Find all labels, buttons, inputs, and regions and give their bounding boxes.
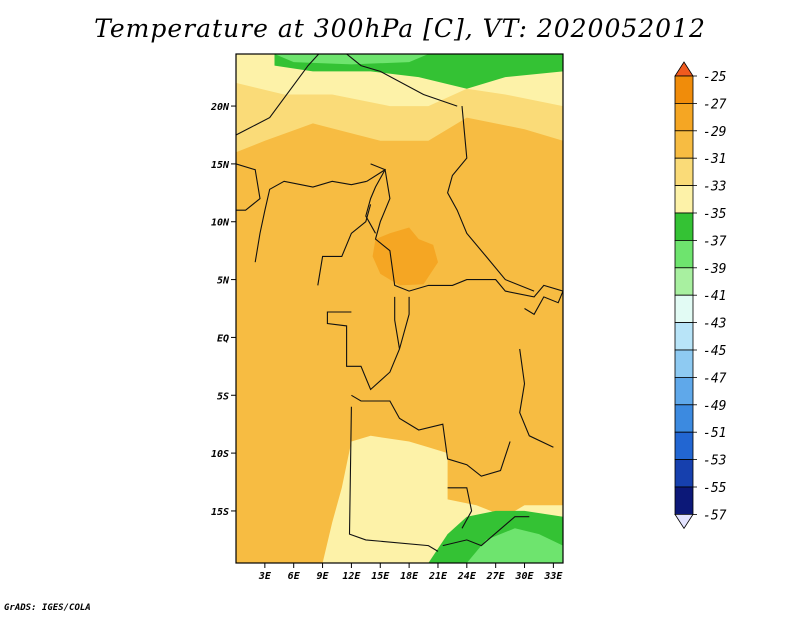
chart-title: Temperature at 300hPa [C], VT: 202005201…	[94, 14, 706, 43]
border-line-1	[346, 54, 458, 107]
x-tick-label-18E: 18E	[400, 571, 419, 582]
colorbar-swatch-13	[674, 404, 694, 433]
x-tick-label-21E: 21E	[428, 571, 448, 582]
y-tick-label-20N: 20N	[210, 102, 230, 113]
colorbar-label--25: -25	[703, 70, 727, 85]
border-line-9	[394, 296, 401, 350]
border-line-6	[254, 180, 367, 263]
border-line-13	[447, 487, 473, 529]
border-line-15	[524, 290, 563, 316]
y-tick-label-10S: 10S	[211, 449, 229, 460]
border-line-4	[365, 163, 386, 234]
colorbar-swatch-0	[674, 61, 694, 77]
colorbar-label--49: -49	[703, 399, 726, 414]
colorbar-swatch-2	[674, 103, 694, 132]
x-tick-label-15E: 15E	[371, 571, 390, 582]
x-tick-label-30E: 30E	[514, 571, 534, 582]
border-line-5	[317, 204, 372, 286]
colorbar-swatch-7	[674, 239, 694, 269]
colorbar-label--43: -43	[703, 317, 726, 332]
colorbar-swatch-8	[674, 267, 694, 296]
colorbar: -25 -27 -29 -31 -33 -35 -37 -39 -41 -43 -45 -47 -49 -…	[674, 61, 727, 530]
x-tick-label-9E: 9E	[317, 571, 330, 582]
border-line-10	[351, 394, 511, 477]
colorbar-label--35: -35	[703, 207, 727, 222]
colorbar-label--29: -29	[703, 125, 726, 140]
y-axis: 20N 15N 10N 5N EQ 5S 10S 15S	[210, 102, 236, 518]
x-tick-label-27E: 27E	[486, 571, 506, 582]
colorbar-label--31: -31	[703, 152, 726, 167]
colorbar-label--39: -39	[703, 262, 726, 277]
colorbar-swatch-12	[674, 376, 694, 406]
colorbar-swatch-4	[674, 157, 694, 186]
colorbar-label--47: -47	[703, 371, 727, 386]
y-tick-label-EQ: EQ	[217, 333, 229, 344]
country-borders	[236, 54, 563, 552]
x-tick-label-12E: 12E	[342, 571, 361, 582]
border-line-0	[236, 54, 320, 136]
colorbar-swatch-16	[674, 486, 694, 515]
colorbar-swatch-17	[674, 514, 694, 530]
x-axis: 3E 6E 9E 12E 15E 18E 21E 24E 27E 30E 33E	[258, 563, 563, 582]
temperature-region-2	[236, 135, 563, 442]
y-tick-label-10N: 10N	[211, 218, 230, 229]
x-tick-label-33E: 33E	[543, 571, 563, 582]
colorbar-swatch-9	[674, 294, 694, 324]
colorbar-swatch-5	[674, 185, 694, 214]
temperature-region-6	[466, 528, 563, 563]
colorbar-label--37: -37	[703, 234, 727, 249]
border-line-7	[236, 163, 261, 211]
colorbar-label--45: -45	[703, 344, 727, 359]
border-line-2	[366, 168, 563, 298]
border-line-3	[447, 106, 535, 292]
x-tick-label-3E: 3E	[258, 571, 272, 582]
y-tick-label-5S: 5S	[217, 391, 229, 402]
y-tick-label-5N: 5N	[217, 276, 230, 287]
y-tick-label-15N: 15N	[211, 160, 230, 171]
border-line-14	[519, 348, 554, 448]
border-line-12	[442, 516, 530, 547]
map-fill-layer	[236, 54, 563, 563]
colorbar-label--53: -53	[703, 454, 726, 469]
x-tick-label-6E: 6E	[288, 571, 301, 582]
colorbar-swatch-6	[674, 212, 694, 241]
colorbar-label--51: -51	[703, 426, 726, 441]
colorbar-label--41: -41	[703, 289, 726, 304]
colorbar-swatch-3	[674, 130, 694, 159]
colorbar-swatch-10	[674, 322, 694, 351]
border-line-11	[348, 406, 439, 552]
colorbar-label--33: -33	[703, 180, 726, 195]
colorbar-swatch-1	[674, 75, 694, 104]
colorbar-label--27: -27	[703, 97, 727, 112]
colorbar-swatch-14	[674, 431, 694, 461]
y-tick-label-15S: 15S	[211, 507, 229, 518]
colorbar-label--57: -57	[703, 508, 727, 523]
temperature-region-8	[274, 54, 429, 65]
colorbar-swatch-11	[674, 349, 694, 378]
colorbar-label--55: -55	[703, 481, 727, 496]
temperature-region-3	[372, 227, 438, 286]
x-tick-label-24E: 24E	[457, 571, 477, 582]
map-frame	[235, 53, 564, 564]
grads-credit: GrADS: IGES/COLA	[4, 603, 91, 613]
border-line-8	[326, 296, 410, 391]
colorbar-swatch-15	[674, 459, 694, 488]
